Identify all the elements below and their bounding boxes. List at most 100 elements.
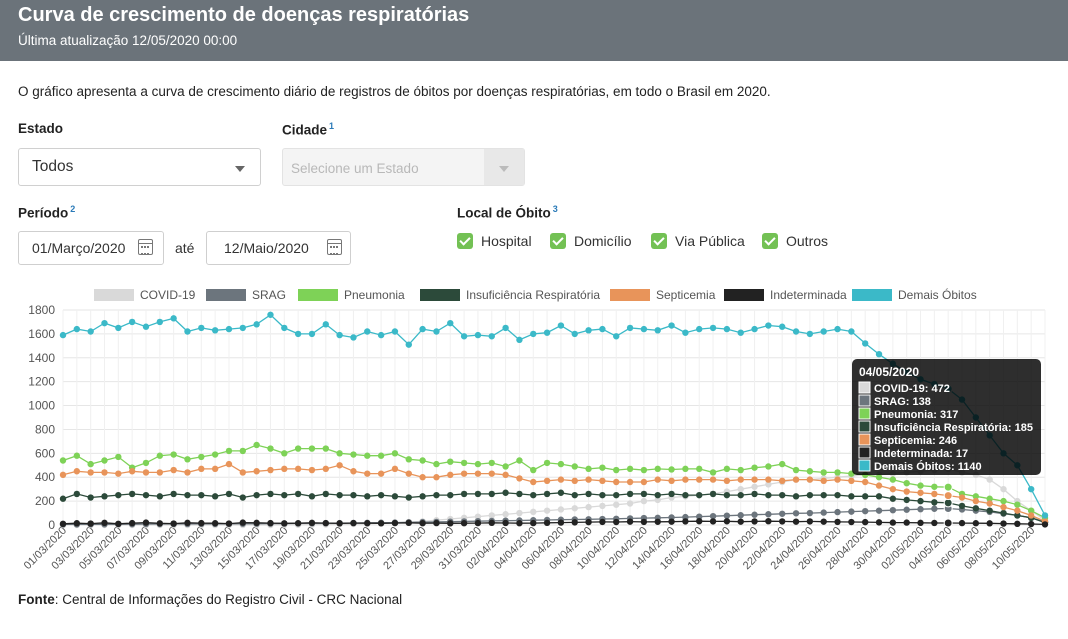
data-point <box>723 491 731 499</box>
data-point <box>917 497 924 505</box>
data-point <box>101 469 108 476</box>
end-date-input[interactable]: 12/Maio/2020 <box>206 231 351 265</box>
data-point <box>1014 501 1021 508</box>
data-point <box>917 506 924 513</box>
data-point <box>502 463 509 470</box>
data-point <box>931 483 938 490</box>
data-point <box>474 519 482 527</box>
estado-select[interactable]: Todos <box>18 148 261 186</box>
data-point <box>516 520 523 527</box>
data-point <box>654 496 661 504</box>
data-point <box>640 478 648 486</box>
data-point <box>654 465 661 473</box>
data-point <box>585 503 592 511</box>
chevron-down-icon <box>499 166 509 172</box>
data-point <box>198 324 205 332</box>
data-point <box>834 476 841 483</box>
tooltip-swatch <box>858 433 871 446</box>
data-point <box>322 465 329 473</box>
data-point <box>820 328 827 335</box>
data-point <box>613 478 620 486</box>
data-point <box>170 315 177 322</box>
data-point <box>557 489 565 496</box>
data-point <box>59 495 67 502</box>
data-point <box>779 460 786 468</box>
data-point <box>599 477 606 485</box>
data-point <box>433 328 440 335</box>
data-point <box>239 519 247 526</box>
data-point <box>820 518 827 525</box>
data-point <box>709 324 717 332</box>
data-point <box>308 330 316 338</box>
check-icon[interactable] <box>550 233 566 249</box>
cidade-select[interactable]: Selecione um Estado <box>282 148 525 186</box>
data-point <box>668 518 675 525</box>
check-icon[interactable] <box>457 233 473 249</box>
data-point <box>986 495 993 502</box>
data-point <box>253 519 260 527</box>
data-point <box>943 482 953 492</box>
data-point <box>101 319 108 327</box>
data-point <box>792 476 800 483</box>
data-point <box>1000 503 1007 511</box>
data-point <box>322 490 329 498</box>
data-point <box>294 445 302 452</box>
legend-label: SRAG <box>252 288 286 302</box>
data-point <box>211 451 219 458</box>
data-point <box>779 323 786 330</box>
data-point <box>848 328 855 335</box>
data-point <box>861 478 869 486</box>
data-point <box>668 322 675 329</box>
data-point <box>184 491 191 499</box>
data-point <box>267 445 274 452</box>
y-tick-label: 600 <box>35 446 55 460</box>
data-point <box>419 493 426 500</box>
data-point <box>308 493 316 500</box>
check-icon[interactable] <box>651 233 667 249</box>
data-point <box>170 490 177 498</box>
data-point <box>626 478 634 486</box>
data-point <box>654 491 661 499</box>
data-point <box>87 328 94 335</box>
data-point <box>391 328 399 335</box>
data-point <box>405 494 412 501</box>
data-point <box>530 519 537 527</box>
data-point <box>364 452 371 459</box>
data-point <box>875 474 883 481</box>
checkbox-label: Outros <box>786 233 829 249</box>
chart-description: O gráfico apresenta a curva de crescimen… <box>18 84 771 99</box>
calendar-icon[interactable] <box>138 239 153 255</box>
series-line-3 <box>62 492 1046 524</box>
data-point <box>281 324 288 332</box>
calendar-icon[interactable] <box>327 239 342 255</box>
data-point <box>903 506 910 513</box>
check-icon[interactable] <box>762 233 778 249</box>
periodo-label: Período 2 <box>18 204 76 221</box>
data-point <box>73 325 81 333</box>
legend-swatch <box>94 289 134 301</box>
data-point <box>433 460 440 468</box>
line-chart[interactable]: 02004006008001000120014001600180001/03/2… <box>0 282 1068 587</box>
cidade-label: Cidade 1 <box>282 121 335 138</box>
data-point <box>1041 512 1049 519</box>
data-point <box>516 490 523 498</box>
data-point <box>723 465 731 473</box>
data-point <box>198 519 205 527</box>
data-point <box>709 518 717 525</box>
data-point <box>668 490 675 498</box>
data-point <box>336 520 343 527</box>
data-point <box>322 445 329 452</box>
data-point <box>751 464 758 471</box>
legend-label: Demais Óbitos <box>898 287 977 302</box>
data-point <box>792 518 800 525</box>
data-point <box>696 476 703 483</box>
data-point <box>253 468 260 475</box>
start-date-input[interactable]: 01/Março/2020 <box>18 231 164 265</box>
data-point <box>87 469 94 476</box>
y-tick-label: 1200 <box>28 375 55 389</box>
data-point <box>613 518 620 526</box>
data-point <box>391 450 399 457</box>
data-point <box>765 476 772 483</box>
tooltip-title: 04/05/2020 <box>859 365 919 379</box>
data-point <box>294 465 302 473</box>
